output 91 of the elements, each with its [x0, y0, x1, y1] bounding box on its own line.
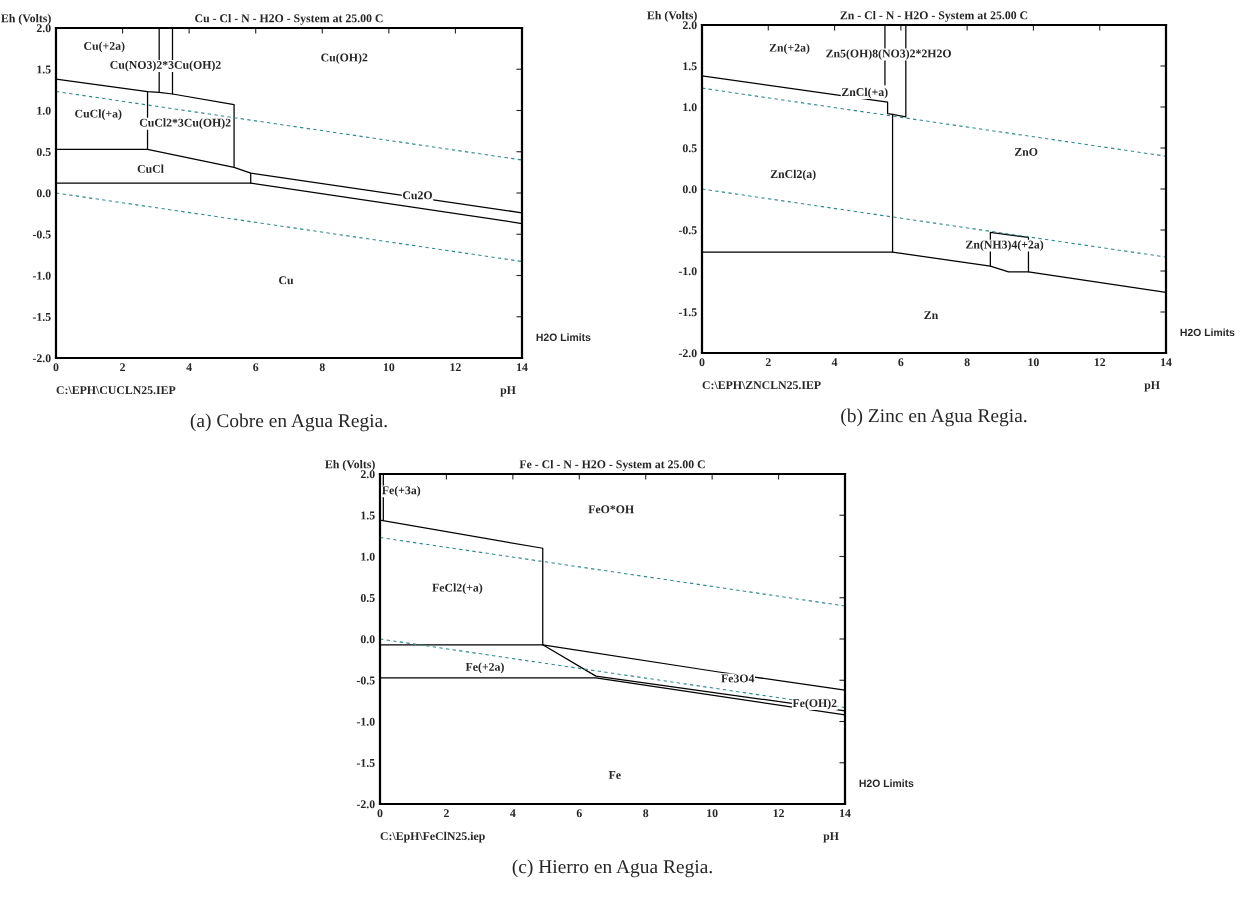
annotation: ZnCl2(a) — [770, 169, 816, 181]
chart-title: Cu - Cl - N - H2O - System at 25.00 C — [195, 13, 383, 25]
y-tick-label: 1.5 — [361, 511, 375, 520]
text: (c) Hierro en Agua Regia. — [512, 859, 712, 878]
x-tick-label: 10 — [707, 809, 718, 818]
annotation: Fe — [608, 771, 621, 779]
text: C:\EpH\FeClN25.iep — [380, 831, 485, 843]
y-tick-label: -1.0 — [678, 267, 697, 276]
annotation: FeO*OH — [588, 505, 634, 514]
y-axis-title: Eh (Volts) — [1, 13, 51, 25]
x-tick-label: 10 — [383, 363, 395, 372]
x-tick-label: 12 — [773, 809, 784, 818]
annotation: Zn — [924, 311, 939, 319]
text: H2O Limits — [859, 779, 914, 787]
annotation: Fe(+2a) — [465, 662, 504, 674]
x-tick-label: 6 — [576, 809, 582, 818]
annotation: CuCl — [137, 164, 164, 173]
annotation: FeCl2(+a) — [432, 583, 483, 595]
x-tick-label: 0 — [699, 358, 705, 367]
y-tick-label: 1.0 — [37, 106, 51, 115]
y-tick-label: 0.0 — [682, 185, 697, 194]
y-tick-label: -2.0 — [678, 349, 697, 358]
annotation: Fe(OH)2 — [792, 698, 837, 710]
y-tick-label: 1.5 — [37, 65, 51, 74]
y-tick-label: -0.5 — [32, 230, 51, 239]
text: (b) Zinc en Agua Regia. — [841, 408, 1027, 427]
x-tick-label: 2 — [443, 809, 449, 818]
y-tick-label: -1.5 — [356, 759, 375, 768]
x-tick-label: 0 — [53, 363, 59, 372]
x-tick-label: 0 — [377, 809, 383, 818]
y-tick-label: -2.0 — [356, 800, 375, 809]
y-tick-label: -1.5 — [32, 313, 51, 322]
x-axis-title: pH — [1144, 381, 1160, 392]
annotation: Cu(NO3)2*3Cu(OH)2 — [110, 60, 221, 72]
y-axis-title: Eh (Volts) — [325, 459, 375, 471]
y-tick-label: -2.0 — [32, 354, 51, 363]
annotation: CuCl2*3Cu(OH)2 — [139, 118, 231, 130]
annotation: Zn(+2a) — [769, 43, 810, 55]
annotation: ZnCl(+a) — [841, 87, 888, 99]
x-tick-label: 4 — [186, 363, 192, 372]
y-tick-label: -0.5 — [356, 676, 375, 685]
y-tick-label: 0.5 — [682, 144, 697, 153]
text: H2O Limits — [536, 333, 591, 341]
y-tick-label: 0.5 — [360, 594, 375, 603]
annotation: Cu2O — [402, 191, 432, 200]
y-tick-label: -1.0 — [32, 271, 51, 280]
chart-title: Zn - Cl - N - H2O - System at 25.00 C — [840, 10, 1028, 22]
text: H2O Limits — [1180, 328, 1235, 337]
x-tick-label: 2 — [120, 363, 126, 372]
annotation: Cu(+2a) — [84, 41, 125, 53]
x-tick-label: 4 — [831, 358, 838, 367]
y-tick-label: -0.5 — [678, 226, 697, 235]
y-tick-label: -1.0 — [356, 717, 375, 726]
x-tick-label: 14 — [517, 363, 528, 372]
y-tick-label: 1.5 — [683, 62, 697, 71]
x-tick-label: 8 — [643, 809, 649, 818]
annotation: Zn(NH3)4(+2a) — [966, 240, 1044, 251]
annotation: Fe(+3a) — [382, 485, 421, 497]
x-tick-label: 8 — [964, 358, 970, 367]
y-tick-label: 1.0 — [683, 103, 697, 112]
text: (a) Cobre en Agua Regia. — [190, 413, 387, 432]
chart-title: Fe - Cl - N - H2O - System at 25.00 C — [519, 459, 705, 471]
y-tick-label: 0.5 — [36, 148, 51, 157]
x-axis-title: pH — [500, 386, 516, 397]
text: C:\EPH\ZNCLN25.IEP — [702, 381, 821, 390]
y-tick-label: 0.0 — [360, 635, 375, 644]
annotation: Fe3O4 — [721, 674, 755, 683]
annotation: ZnO — [1014, 147, 1038, 156]
y-tick-label: 1.0 — [361, 552, 375, 561]
annotation: Cu(OH)2 — [321, 53, 368, 64]
x-axis-title: pH — [823, 832, 839, 843]
y-tick-label: 0.0 — [36, 189, 51, 198]
y-tick-label: -1.5 — [678, 308, 697, 317]
x-tick-label: 14 — [1161, 358, 1172, 367]
x-tick-label: 8 — [319, 363, 325, 372]
y-tick-label: 2.0 — [36, 24, 51, 33]
y-tick-label: 2.0 — [682, 21, 697, 30]
x-tick-label: 6 — [253, 363, 259, 372]
x-tick-label: 10 — [1028, 358, 1039, 367]
y-axis-title: Eh (Volts) — [647, 11, 697, 22]
x-tick-label: 4 — [510, 809, 516, 818]
annotation: CuCl(+a) — [75, 109, 122, 120]
x-tick-label: 12 — [1094, 358, 1106, 367]
x-tick-label: 2 — [765, 358, 771, 367]
text: C:\EPH\CUCLN25.IEP — [56, 386, 176, 395]
annotation: Cu — [279, 276, 294, 285]
y-tick-label: 2.0 — [360, 470, 375, 479]
x-tick-label: 6 — [898, 358, 904, 367]
annotation: Zn5(OH)8(NO3)2*2H2O — [826, 49, 951, 60]
x-tick-label: 12 — [450, 363, 461, 372]
x-tick-label: 14 — [840, 809, 851, 818]
